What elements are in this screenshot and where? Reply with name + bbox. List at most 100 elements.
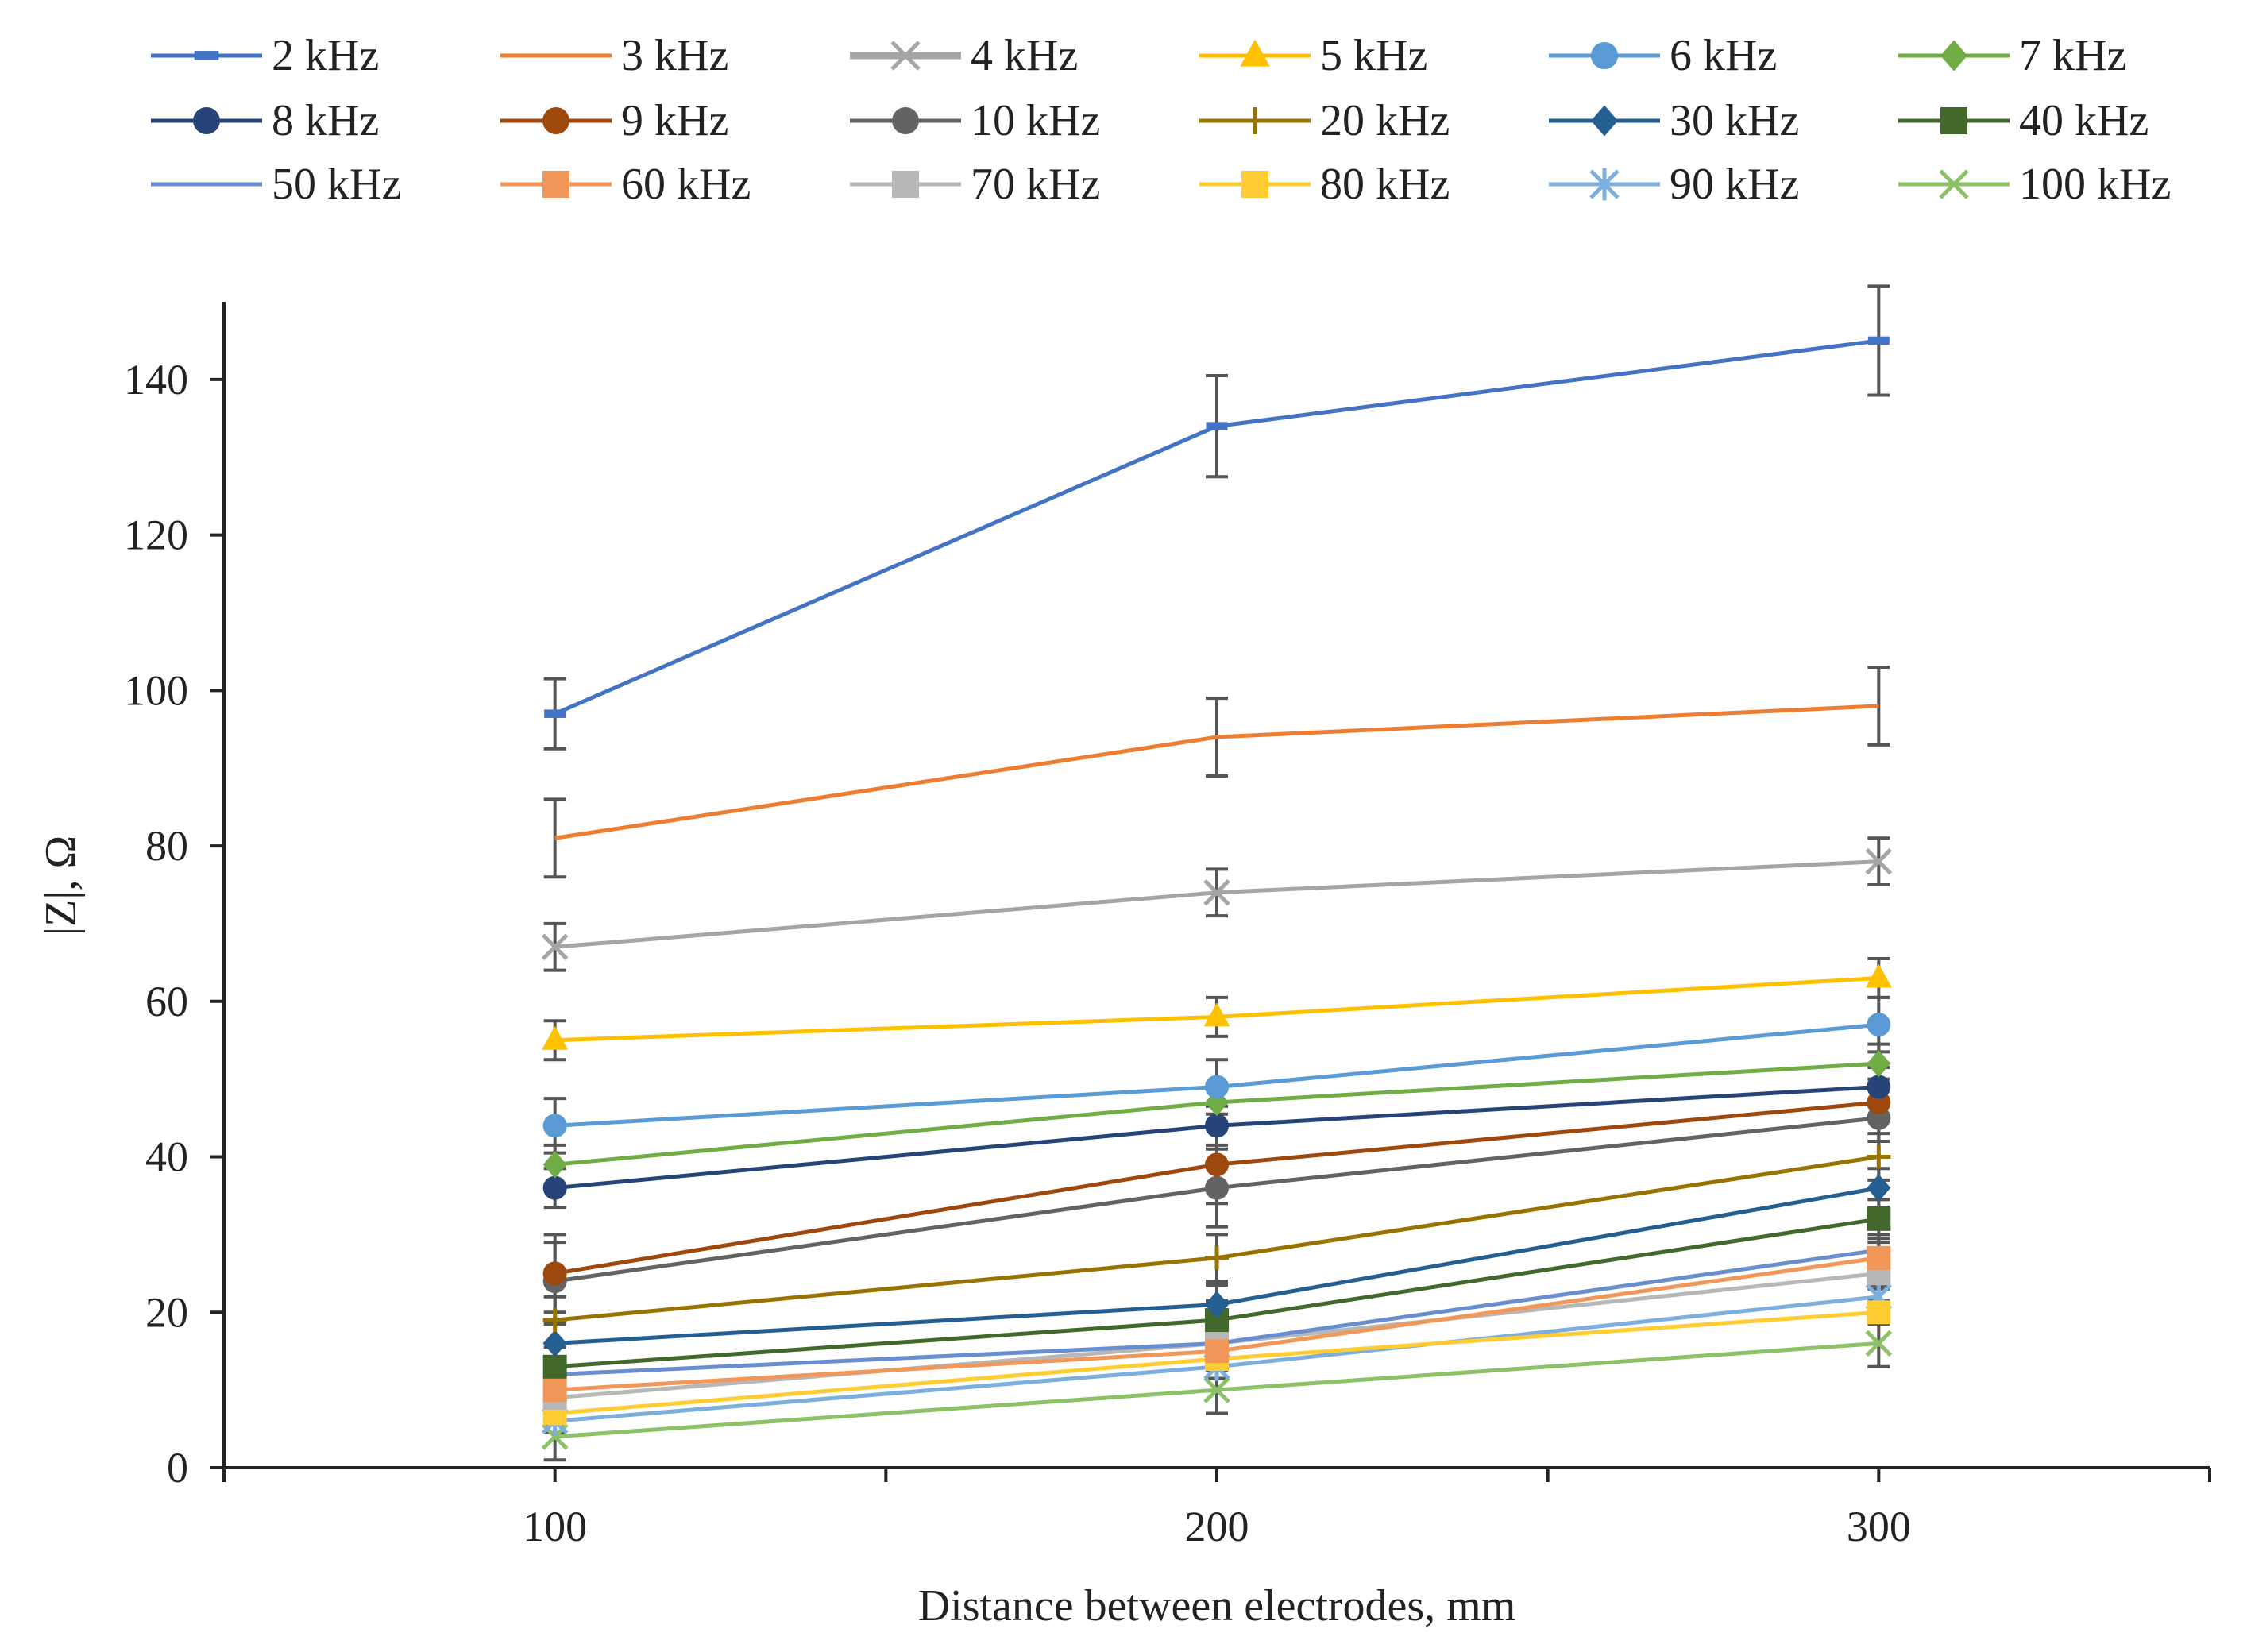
legend-label: 80 kHz [1320,160,1450,209]
legend-label: 2 kHz [272,31,379,80]
data-point-100-khz [1865,1330,1893,1357]
x-tick-label: 300 [1847,1503,1911,1550]
data-point-8-khz [1867,1075,1891,1099]
legend-item-70-khz: 70 kHz [850,160,1100,209]
x-tick-label: 200 [1185,1503,1249,1550]
data-point-2-khz [544,709,566,718]
data-point-8-khz [542,1175,567,1200]
legend-label: 40 kHz [2019,96,2149,145]
data-point-5-khz [542,1025,569,1050]
data-point-20-khz [1867,1144,1891,1169]
data-point-20-khz [1205,1245,1229,1270]
legend-label: 4 kHz [971,31,1078,80]
series-markers [541,336,1893,1450]
legend-item-5-khz: 5 kHz [1199,31,1427,80]
data-point-8-khz [1205,1114,1229,1138]
legend-item-90-khz: 90 kHz [1549,160,1799,209]
legend-marker [1240,39,1270,67]
y-ticks: 0 20 40 60 80 100 120 140 [124,356,224,1492]
legend-label: 6 kHz [1670,31,1777,80]
y-tick-label: 100 [124,666,188,714]
legend-label: 3 kHz [621,31,728,80]
y-tick-label: 0 [167,1444,188,1492]
legend-label: 5 kHz [1320,31,1427,80]
data-point-20-khz [542,1308,567,1333]
data-point-100-khz [1203,1376,1230,1403]
data-point-40-khz [542,1354,567,1379]
x-tick-label: 100 [523,1503,587,1550]
y-tick-label: 80 [145,822,188,870]
legend-item-60-khz: 60 kHz [500,160,751,209]
legend-marker [1940,107,1967,134]
x-axis-title: Distance between electrodes, mm [918,1581,1516,1631]
data-point-5-khz [1865,963,1892,988]
legend-label: 7 kHz [2019,31,2126,80]
legend-item-10-khz: 10 kHz [850,96,1100,145]
data-point-2-khz [1206,422,1228,430]
data-point-4-khz [1203,879,1230,906]
legend-item-3-khz: 3 kHz [500,31,728,80]
data-point-30-khz [1867,1174,1891,1202]
legend-item-30-khz: 30 kHz [1549,96,1799,145]
legend-marker [1939,169,1969,199]
data-point-60-khz [542,1378,567,1403]
legend-marker [194,51,219,60]
data-point-2-khz [1867,336,1890,345]
legend: 2 kHz 3 kHz 4 kHz 5 kHz 6 kHz 7 kHz 8 kHz 9 kHz… [151,31,2171,209]
legend-item-7-khz: 7 kHz [1898,31,2126,80]
y-tick-label: 60 [145,978,188,1025]
legend-marker [1241,107,1268,134]
legend-marker [1241,171,1268,198]
data-point-10-khz [1205,1175,1229,1200]
legend-marker [892,171,919,198]
legend-item-4-khz: 4 kHz [850,31,1078,80]
data-point-30-khz [542,1330,567,1357]
y-tick-label: 140 [124,356,188,403]
legend-item-6-khz: 6 kHz [1549,31,1777,80]
x-ticks: 100 200 300 [222,1468,2211,1550]
legend-label: 30 kHz [1670,96,1799,145]
legend-label: 50 kHz [272,160,401,209]
data-point-80-khz [1867,1300,1891,1325]
legend-marker [890,41,921,71]
data-point-6-khz [1205,1075,1229,1099]
data-point-60-khz [1867,1245,1891,1270]
legend-marker [1591,105,1618,137]
legend-item-20-khz: 20 kHz [1199,96,1450,145]
legend-marker [1940,40,1967,71]
legend-label: 20 kHz [1320,96,1450,145]
legend-item-2-khz: 2 kHz [151,31,379,80]
y-axis-title: |Z|, Ω [37,836,86,936]
legend-item-9-khz: 9 kHz [500,96,728,145]
y-tick-label: 120 [124,511,188,559]
data-point-6-khz [1867,1013,1891,1037]
data-point-4-khz [541,933,569,961]
data-point-7-khz [542,1151,567,1179]
series-line-3-khz [554,704,1879,840]
legend-item-8-khz: 8 kHz [151,96,379,145]
y-tick-label: 20 [145,1288,188,1336]
legend-marker [542,107,569,134]
data-point-30-khz [1205,1291,1229,1318]
data-point-4-khz [1865,847,1893,875]
legend-marker [193,107,220,134]
data-point-7-khz [1867,1049,1891,1078]
legend-label: 10 kHz [971,96,1100,145]
legend-label: 9 kHz [621,96,728,145]
legend-label: 8 kHz [272,96,379,145]
legend-label: 90 kHz [1670,160,1799,209]
legend-marker [542,171,569,198]
axes: 0 20 40 60 80 100 120 140 100 200 300 Distance be… [37,302,2211,1631]
data-point-60-khz [1205,1339,1229,1364]
data-point-40-khz [1867,1206,1891,1231]
legend-label: 70 kHz [971,160,1100,209]
legend-item-40-khz: 40 kHz [1898,96,2149,145]
legend-item-80-khz: 80 kHz [1199,160,1450,209]
legend-item-50-khz: 50 kHz [151,160,401,209]
legend-label: 100 kHz [2019,160,2171,209]
data-point-9-khz [542,1261,567,1286]
legend-marker [1591,42,1618,69]
data-point-9-khz [1205,1152,1229,1177]
data-point-6-khz [542,1114,567,1138]
